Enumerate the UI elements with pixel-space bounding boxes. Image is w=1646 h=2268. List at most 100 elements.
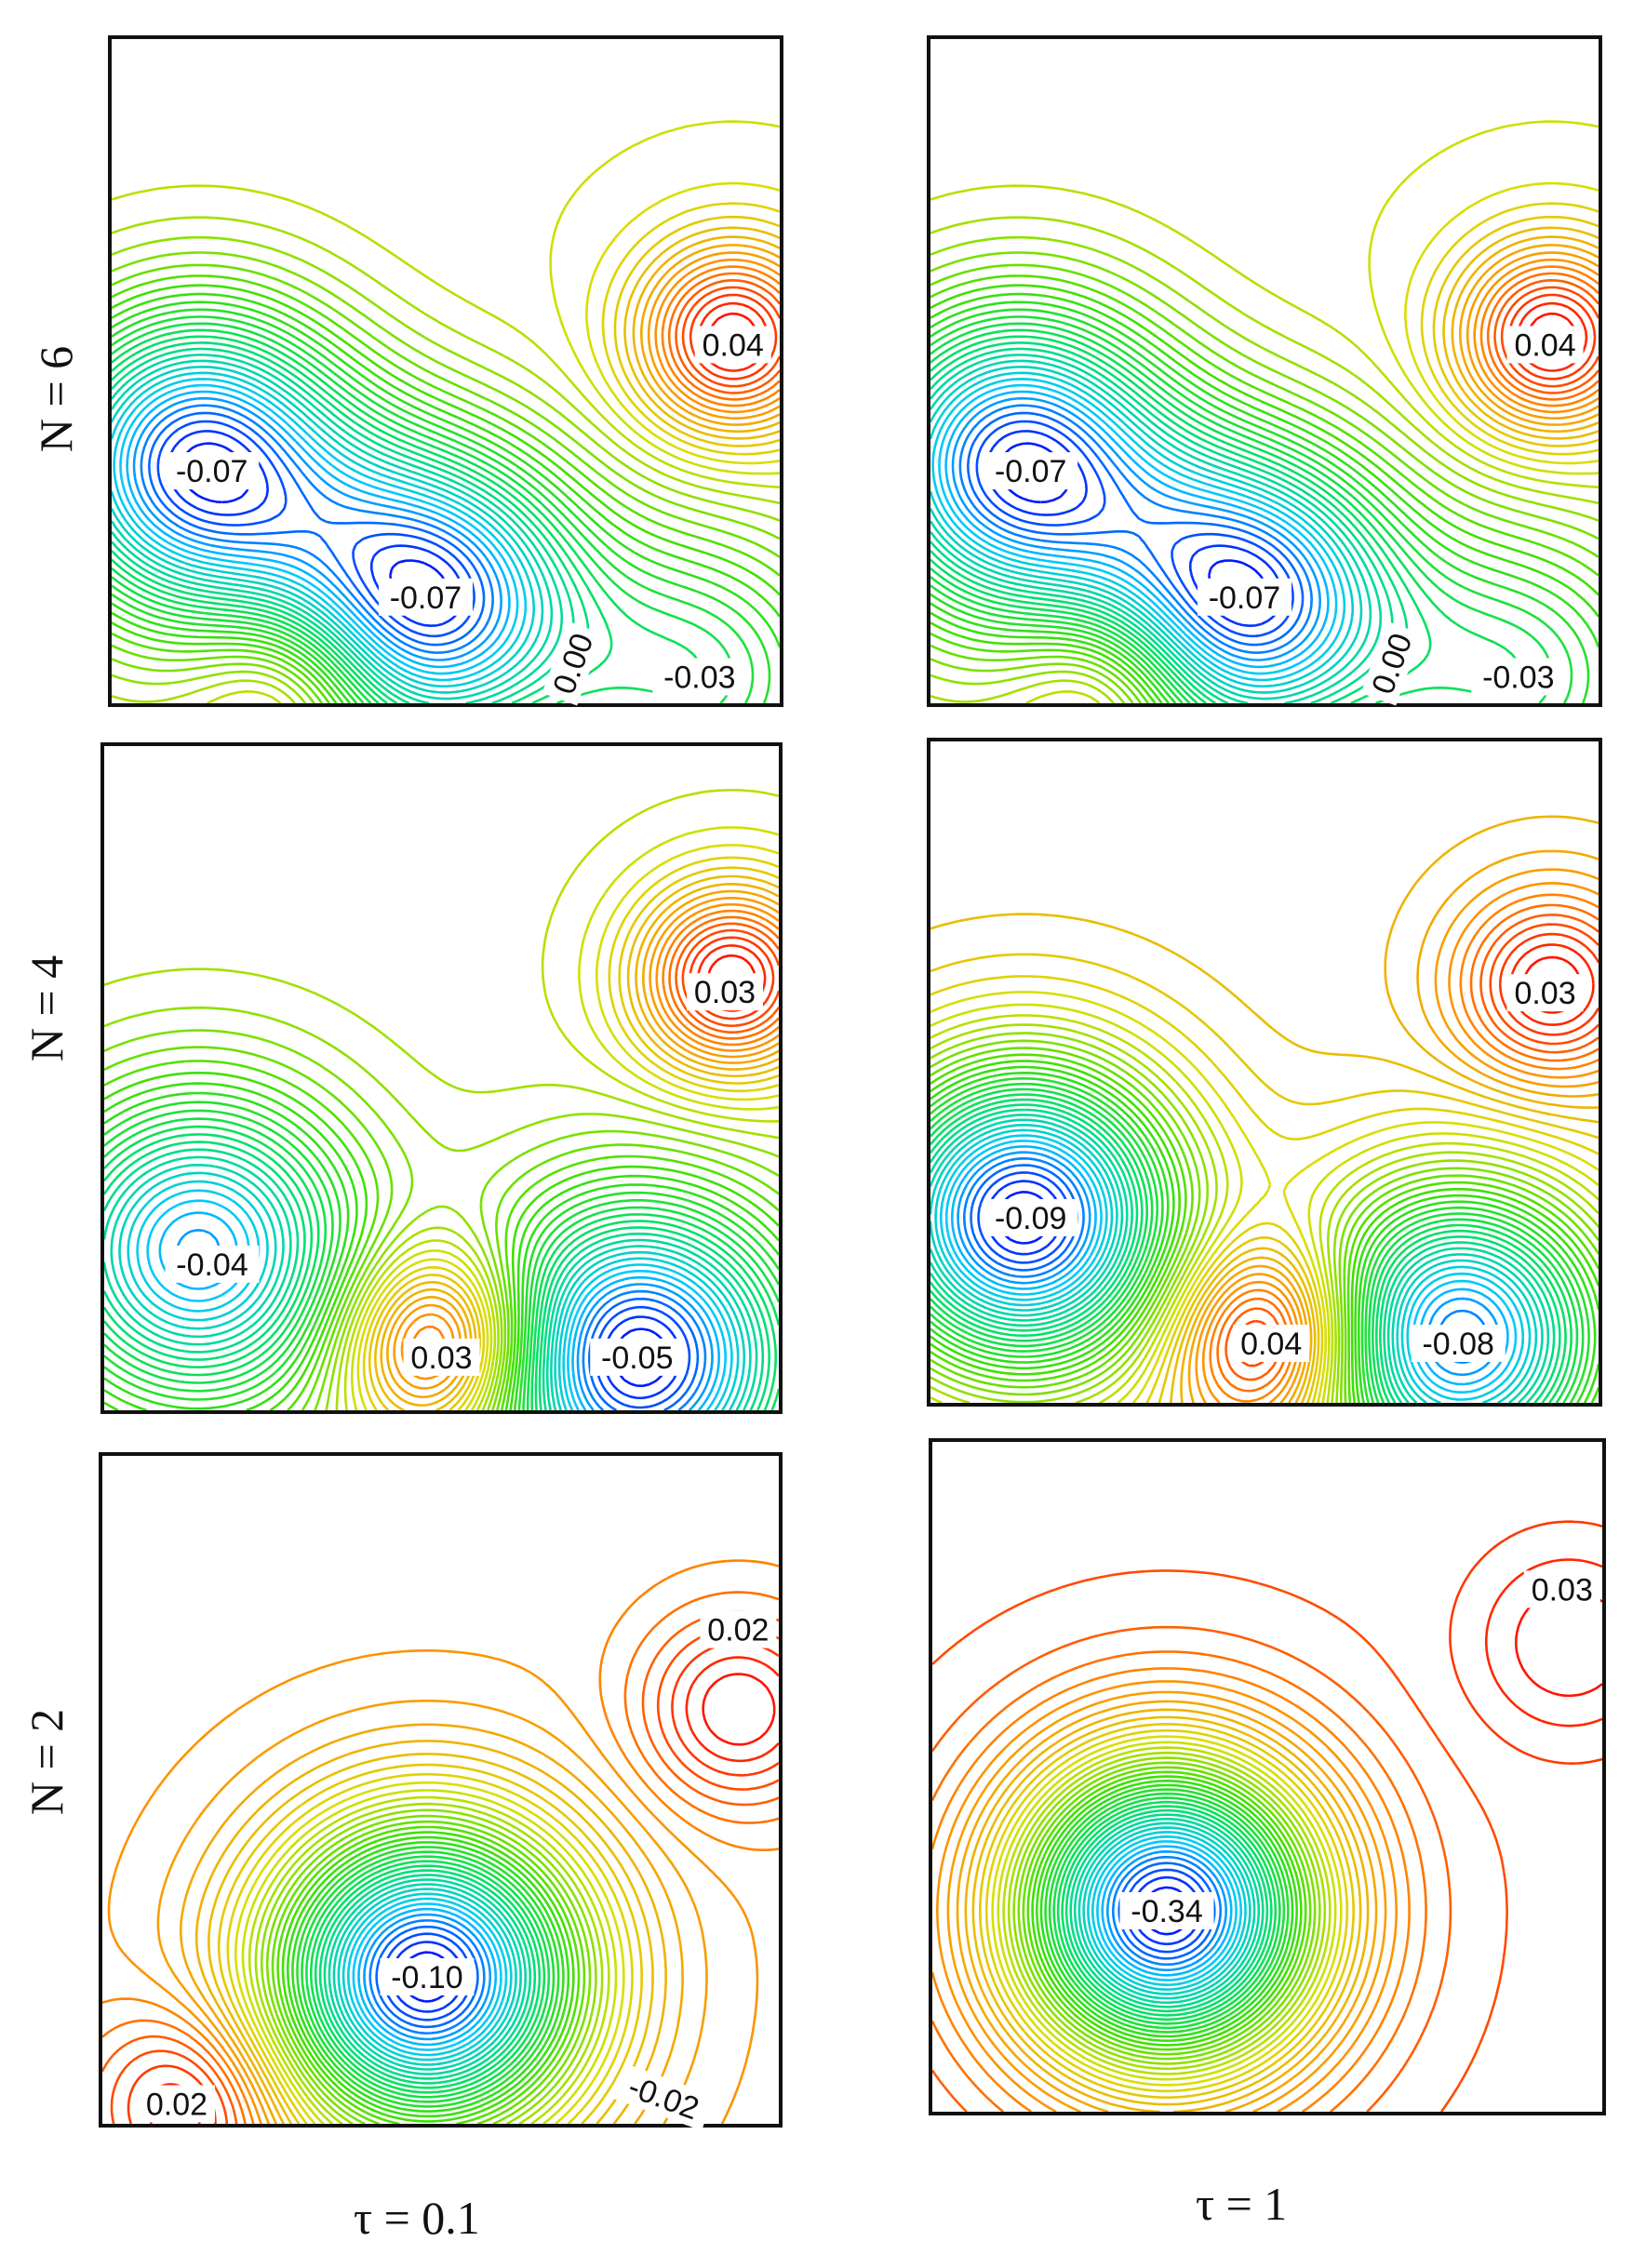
contour-label-text: 0.00 <box>546 629 600 699</box>
contour-line <box>337 1888 517 2066</box>
contour-line <box>102 1155 758 1411</box>
contour-label: 0.00 <box>1360 620 1423 706</box>
contour-line <box>675 279 782 394</box>
contour-line <box>1187 849 1599 1404</box>
contour-line <box>1486 272 1599 401</box>
contour-label-text: -0.03 <box>663 660 736 695</box>
contour-line <box>613 215 781 447</box>
contour-line <box>930 1082 1585 1404</box>
contour-line <box>323 1874 532 2080</box>
contour-line <box>103 1060 780 1411</box>
contour-line <box>102 1148 765 1411</box>
contour-label-text: 0.03 <box>1532 1572 1593 1608</box>
contour-line <box>585 181 781 465</box>
contour-line <box>1106 1850 1227 1972</box>
contour-line <box>1112 1855 1223 1967</box>
contour-label-bg <box>403 1338 480 1376</box>
contour-line <box>103 1109 781 1411</box>
contour-line <box>930 300 1600 704</box>
contour-line <box>368 866 780 1412</box>
contour-line <box>357 1907 498 2047</box>
contour-plot: 0.02-0.100.02 -0.02 <box>99 1452 783 2128</box>
contour-line <box>930 1003 1599 1405</box>
contour-lines <box>929 120 1600 705</box>
contour-line <box>328 1878 528 2075</box>
contour-line <box>930 1072 1597 1404</box>
contour-line <box>111 274 781 704</box>
contour-line <box>971 1715 1362 2106</box>
contour-line <box>1039 1783 1294 2038</box>
contour-line <box>938 383 1338 675</box>
contour-line <box>930 184 1599 705</box>
contour-label-bg <box>165 1245 260 1283</box>
contour-line <box>291 1841 565 2113</box>
contour-line <box>217 1763 643 2125</box>
contour-label-bg <box>1233 1325 1310 1363</box>
contour-label-text: -0.10 <box>391 1960 463 1995</box>
contour-line <box>929 1118 1544 1405</box>
contour-label-text: -0.07 <box>390 580 462 616</box>
contour-line <box>940 1134 1525 1401</box>
contour-line <box>930 335 1432 705</box>
contour-line <box>347 1897 508 2057</box>
contour-line <box>936 1680 1398 2114</box>
contour-line <box>1216 903 1599 1393</box>
panel-frame <box>927 35 1602 707</box>
contour-line <box>1052 1796 1281 2025</box>
contour-line <box>260 1808 597 2126</box>
contour-line <box>110 366 544 694</box>
contour-line <box>930 1065 1600 1404</box>
contour-line <box>930 308 1590 704</box>
contour-line <box>103 1091 781 1411</box>
contour-line <box>930 274 1599 704</box>
contour-label-text: 0.04 <box>703 327 764 363</box>
contour-label: 0.04 <box>1506 326 1584 364</box>
contour-line <box>668 915 780 1040</box>
contour-line <box>103 1029 780 1411</box>
contour-line <box>386 889 780 1398</box>
contour-lines <box>110 120 782 705</box>
contour-line <box>930 1650 1427 2114</box>
contour-line <box>1442 226 1599 440</box>
contour-line <box>248 1795 610 2126</box>
contour-line <box>929 366 1363 694</box>
contour-line <box>1459 244 1599 426</box>
panel-n4-tau1: 0.03 -0.09 0.04 -0.08 <box>927 738 1602 1407</box>
contour-line <box>930 991 1599 1404</box>
contour-line <box>930 1047 1600 1404</box>
contour-line <box>103 1125 781 1411</box>
contour-line <box>930 1087 1579 1404</box>
contour-plot: 0.03 -0.09 0.04 -0.08 <box>927 738 1602 1407</box>
contour-line <box>951 396 1321 661</box>
contour-line <box>975 420 1294 638</box>
contour-label-text: -0.04 <box>176 1247 248 1283</box>
contour-line <box>929 1108 1556 1404</box>
contour-line <box>375 1925 479 2029</box>
panel-n2-tau1: 0.03 -0.34 <box>929 1438 1606 2115</box>
contour-line <box>119 383 519 675</box>
contour-line <box>110 1164 752 1411</box>
contour-label-bg <box>590 1338 685 1376</box>
contour-label-bg <box>613 2063 715 2128</box>
panel-frame <box>927 738 1602 1407</box>
contour-line <box>930 1014 1599 1405</box>
contour-line <box>930 292 1600 704</box>
contour-line <box>101 1559 780 2125</box>
contour-label: -0.07 <box>165 452 260 490</box>
contour-label: -0.34 <box>1119 1892 1214 1929</box>
contour-plot: 0.03 -0.34 <box>929 1438 1606 2115</box>
contour-line <box>310 1860 546 2094</box>
contour-label: 0.02 <box>138 2085 215 2123</box>
contour-label-bg <box>1506 974 1584 1012</box>
contour-line <box>640 244 781 426</box>
contour-line <box>341 1892 513 2061</box>
contour-line <box>254 1802 604 2126</box>
contour-line <box>1007 1751 1327 2071</box>
contour-line <box>930 235 1599 704</box>
contour-line <box>930 1667 1411 2114</box>
contour-line <box>1017 1761 1317 2061</box>
contour-line <box>930 975 1599 1404</box>
contour-line <box>929 1124 1538 1405</box>
contour-line <box>111 284 781 704</box>
contour-label: 0.00 <box>542 620 604 706</box>
